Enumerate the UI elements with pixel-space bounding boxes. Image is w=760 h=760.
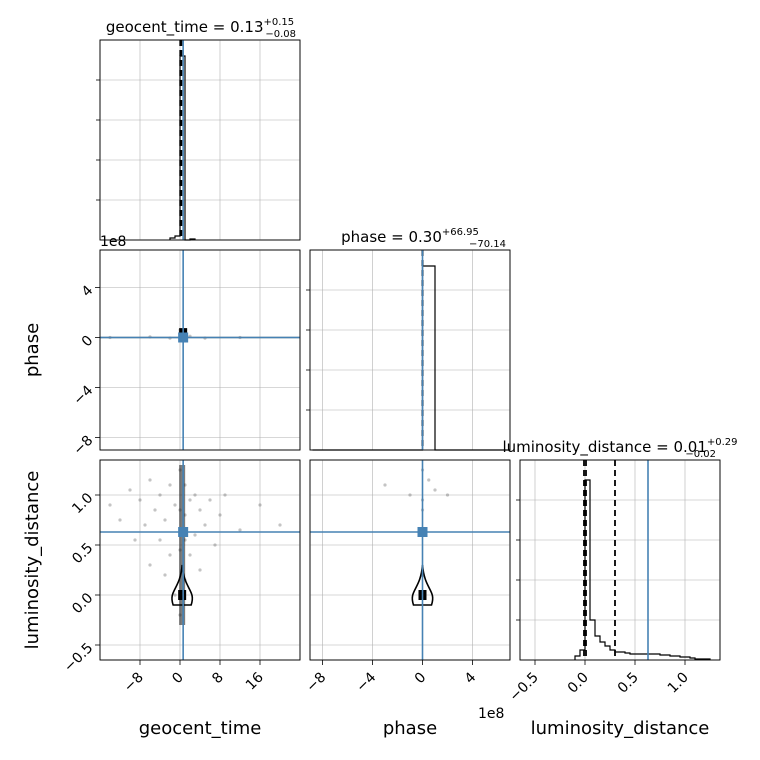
panel-title-text: luminosity_distance = 0.01+0.29 (502, 437, 737, 457)
panel-title-phase: phase = 0.30+66.95−70.14 (341, 227, 506, 250)
panel-border (309, 459, 511, 661)
sample-point (163, 573, 167, 577)
x-tick-label: 0 (169, 670, 187, 688)
y-axis-label-phase: phase (22, 323, 43, 377)
x-axis-label-phase: phase (383, 718, 437, 739)
panel-border (99, 249, 301, 451)
x-tick-label: −4 (353, 669, 379, 695)
sample-point (188, 498, 192, 502)
panel-title-text: geocent_time = 0.13+0.15 (106, 17, 294, 37)
sample-point (218, 513, 222, 517)
y-tick-label: 1.0 (69, 490, 96, 517)
sample-point (193, 493, 197, 497)
sample-point (445, 493, 450, 497)
x-tick-label: −8 (303, 670, 329, 696)
y-tick-label: −4 (70, 382, 96, 408)
truth-marker (417, 527, 428, 537)
y-tick-label: −8 (70, 433, 96, 459)
sample-point (108, 503, 112, 507)
x-tick-label: −8 (121, 670, 147, 696)
y-tick-label: 0 (79, 333, 97, 351)
sample-point (238, 528, 242, 532)
truth-marker (178, 332, 189, 343)
truth-marker (178, 527, 189, 537)
sample-point (158, 493, 162, 497)
panel-title-sub: −0.02 (685, 449, 716, 460)
sample-point (278, 523, 282, 527)
y-tick-label: 0.5 (69, 540, 96, 567)
y-tick-label: 0.0 (69, 590, 96, 617)
sample-point (173, 593, 177, 597)
sample-point (118, 518, 122, 522)
x-offset-label-phase: 1e8 (478, 706, 504, 722)
x-tick-label: 8 (209, 670, 227, 688)
x-axis-label-geocent_time: geocent_time (139, 718, 262, 739)
sample-point (208, 498, 212, 502)
sample-point (427, 478, 431, 482)
sample-point (163, 518, 167, 522)
sample-point (148, 478, 152, 482)
x-tick-label: 0.5 (615, 670, 642, 697)
sample-point (433, 488, 437, 492)
hist-border (309, 249, 511, 451)
sample-point (383, 483, 387, 487)
y-axis-label-luminosity_distance: luminosity_distance (22, 471, 43, 650)
hist-border (99, 39, 301, 241)
histogram-luminosity_distance (574, 479, 711, 660)
sample-point (143, 523, 147, 527)
sample-point (203, 523, 207, 527)
sample-point (173, 503, 177, 507)
hist-frame-geocent_time (99, 39, 301, 241)
sample-point (148, 563, 152, 567)
x-tick-label: 16 (243, 669, 267, 693)
x-tick-label: 0.0 (565, 670, 592, 697)
y-offset-label-phase: 1e8 (100, 234, 126, 250)
panel-phase-vs-luminosity_distance (309, 459, 511, 661)
sample-point (213, 543, 217, 547)
panel-title-sub: −0.08 (265, 29, 296, 40)
sample-point (153, 508, 157, 512)
sample-point (198, 508, 202, 512)
x-tick-label: 4 (462, 669, 480, 687)
hist-frame-phase (309, 249, 511, 451)
x-tick-label: 1.0 (665, 670, 692, 697)
hist-border (519, 459, 721, 661)
sample-point (168, 553, 172, 557)
y-tick-label: 4 (79, 282, 97, 300)
sample-point (198, 568, 202, 572)
panel-border (99, 459, 301, 661)
panel-geocent_time-vs-phase (99, 249, 301, 451)
density-core (178, 590, 187, 600)
x-tick-label: −0.5 (506, 670, 541, 705)
sample-point (133, 538, 137, 542)
sample-point (168, 483, 172, 487)
y-tick-label: −0.5 (61, 640, 96, 675)
panel-title-text: phase = 0.30+66.95 (341, 227, 479, 246)
sample-point (158, 538, 162, 542)
dense-samples (179, 465, 186, 625)
sample-point (223, 493, 227, 497)
panel-title-luminosity_distance: luminosity_distance = 0.01+0.29−0.02 (502, 437, 737, 460)
x-tick-label: 0 (412, 670, 430, 688)
sample-point (193, 533, 197, 537)
sample-point (408, 493, 412, 497)
sample-point (258, 503, 262, 507)
panel-title-sub: −70.14 (469, 239, 506, 250)
panel-title-geocent_time: geocent_time = 0.13+0.15−0.08 (106, 17, 296, 40)
density-contour (171, 564, 194, 606)
x-axis-label-luminosity_distance: luminosity_distance (531, 718, 710, 739)
panel-geocent_time-vs-luminosity_distance (99, 459, 301, 661)
hist-frame-luminosity_distance (519, 459, 721, 661)
sample-point (128, 488, 132, 492)
sample-point (138, 498, 142, 502)
sample-point (188, 553, 192, 557)
